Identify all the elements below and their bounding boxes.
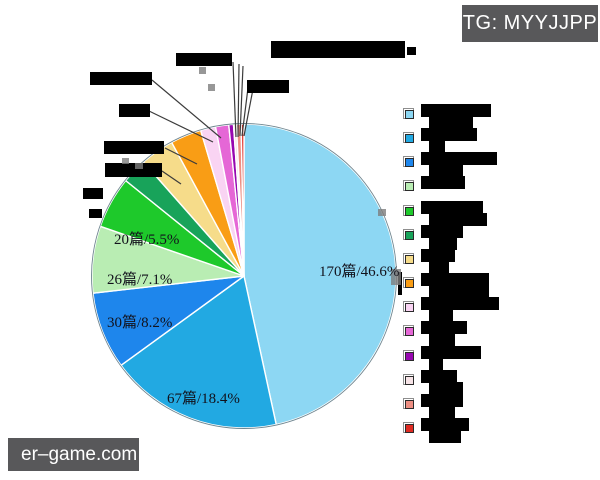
legend-marker-swatch xyxy=(405,327,414,336)
legend-label-redacted xyxy=(421,418,469,431)
slice-label-redacted xyxy=(176,53,232,66)
legend-marker xyxy=(403,374,414,385)
legend-label-redacted xyxy=(421,201,483,214)
legend-marker-swatch xyxy=(405,134,414,143)
legend-marker xyxy=(403,229,414,240)
slice-label-redacted xyxy=(105,163,162,177)
pie-data-label: 26篇/7.1% xyxy=(107,272,173,288)
artifact-speckle xyxy=(135,163,143,169)
artifact-speckle xyxy=(122,158,129,164)
artifact-speckle xyxy=(208,84,215,91)
pie-data-label: 20篇/5.5% xyxy=(114,232,180,248)
legend-label-redacted xyxy=(429,213,487,226)
legend-marker xyxy=(403,156,414,167)
slice-label-redacted xyxy=(90,72,152,85)
artifact-speckle xyxy=(199,67,206,74)
title-redacted xyxy=(271,41,405,58)
legend-marker xyxy=(403,108,414,119)
legend-label-redacted xyxy=(429,382,463,395)
legend-label-redacted xyxy=(429,261,449,274)
watermark: er–game.com xyxy=(8,438,139,471)
pie-slice-0 xyxy=(243,123,397,426)
leader-line xyxy=(164,147,198,165)
legend-marker-swatch xyxy=(405,376,414,385)
legend-label-redacted xyxy=(421,152,497,165)
legend-marker-swatch xyxy=(405,158,414,167)
legend-label-redacted xyxy=(421,249,455,262)
pie-data-label: 67篇/18.4% xyxy=(167,391,240,407)
legend-marker-swatch xyxy=(405,352,414,361)
legend-marker xyxy=(403,277,414,288)
leader-line xyxy=(243,88,254,137)
legend-marker xyxy=(403,350,414,361)
leader-line xyxy=(151,79,222,139)
slice-label-redacted xyxy=(119,104,150,117)
legend-label-redacted xyxy=(421,104,491,117)
legend-marker-swatch xyxy=(405,303,414,312)
legend-marker-swatch xyxy=(405,255,414,264)
leader-line xyxy=(239,65,244,137)
leader-line xyxy=(161,170,182,185)
legend-label-redacted xyxy=(429,430,461,443)
legend-marker-swatch xyxy=(405,207,414,216)
legend-marker xyxy=(403,180,414,191)
legend-marker xyxy=(403,422,414,433)
legend-label-redacted xyxy=(429,358,443,371)
legend-marker xyxy=(403,301,414,312)
leader-lines xyxy=(148,61,254,185)
legend-marker-swatch xyxy=(405,110,414,119)
legend-label-redacted xyxy=(429,285,489,298)
legend-label-redacted xyxy=(429,406,455,419)
legend-label-redacted xyxy=(421,321,467,334)
title-redacted-fragment xyxy=(407,47,416,55)
legend-marker xyxy=(403,398,414,409)
legend-label-redacted xyxy=(421,273,489,286)
leader-line xyxy=(232,61,237,138)
legend-label-redacted xyxy=(429,140,445,153)
pie-data-label: 170篇/46.6% xyxy=(319,264,400,280)
legend-label-redacted xyxy=(421,346,481,359)
legend-label-redacted xyxy=(429,164,463,177)
leader-line xyxy=(241,87,249,137)
slice-label-redacted xyxy=(104,141,164,154)
tg-badge: TG: MYYJJPP xyxy=(462,5,598,42)
legend-label-redacted xyxy=(429,116,473,129)
legend-label-redacted xyxy=(429,309,453,322)
slice-label-redacted xyxy=(247,80,289,93)
legend-label-redacted xyxy=(429,237,457,250)
legend-marker xyxy=(403,325,414,336)
legend-marker-swatch xyxy=(405,400,414,409)
legend-marker-swatch xyxy=(405,231,414,240)
legend-marker xyxy=(403,253,414,264)
legend-marker xyxy=(403,132,414,143)
legend-label-redacted xyxy=(421,394,463,407)
legend-marker-swatch xyxy=(405,279,414,288)
legend-label-redacted xyxy=(429,333,455,346)
legend-label-redacted xyxy=(421,297,499,310)
legend-label-redacted xyxy=(421,128,477,141)
artifact-speckle xyxy=(391,269,401,285)
slice-label-redacted xyxy=(89,209,102,218)
pie-slice-1 xyxy=(120,275,277,429)
legend-label-redacted xyxy=(421,370,457,383)
legend-marker-swatch xyxy=(405,182,414,191)
pie-slices xyxy=(91,123,397,429)
pie-data-label: 30篇/8.2% xyxy=(107,315,173,331)
legend-label-redacted xyxy=(421,176,465,189)
slice-label-redacted xyxy=(83,188,103,199)
leader-line xyxy=(148,110,214,143)
leader-line xyxy=(237,63,240,138)
artifact-speckle xyxy=(378,209,386,216)
legend-marker-swatch xyxy=(405,424,414,433)
legend-marker xyxy=(403,205,414,216)
legend-label-redacted xyxy=(421,225,463,238)
